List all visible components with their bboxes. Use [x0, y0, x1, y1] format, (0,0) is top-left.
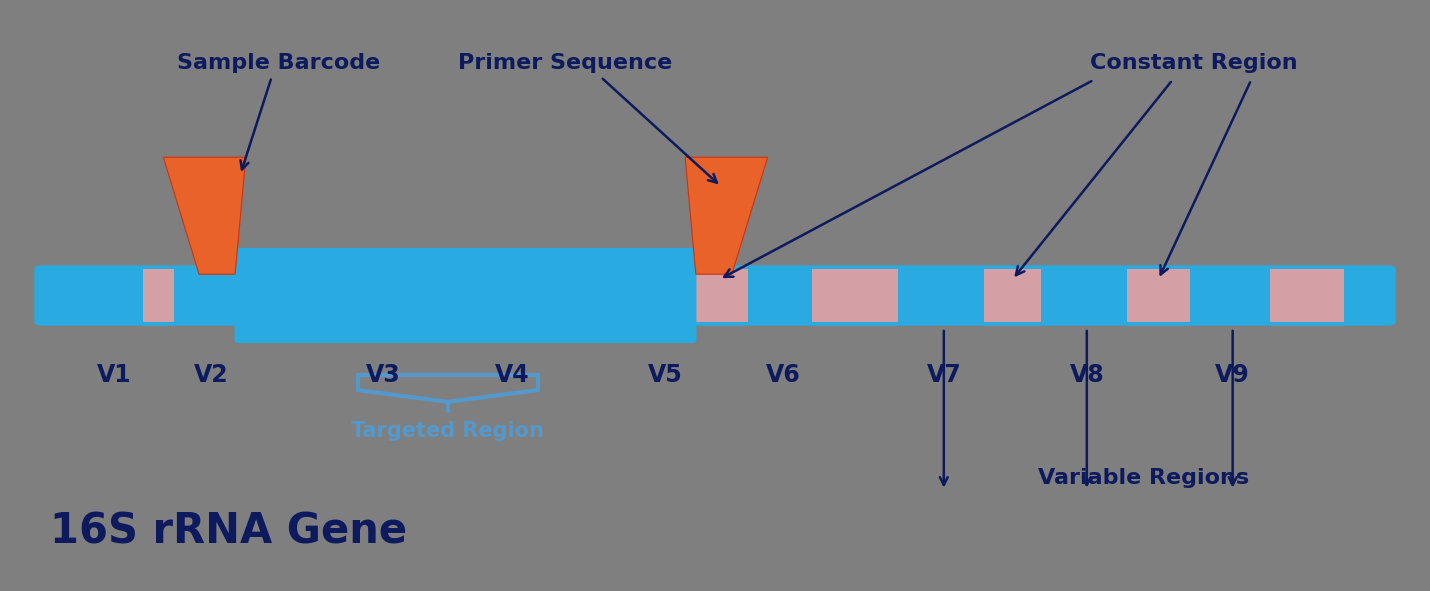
Text: Primer Sequence: Primer Sequence	[458, 53, 672, 73]
Bar	[812, 269, 898, 322]
Text: V6: V6	[766, 363, 801, 388]
Text: V5: V5	[648, 363, 682, 388]
Bar	[240, 269, 329, 322]
FancyBboxPatch shape	[34, 265, 1396, 326]
FancyBboxPatch shape	[235, 248, 696, 343]
Polygon shape	[685, 157, 768, 274]
Bar	[691, 269, 748, 322]
Text: V8: V8	[1070, 363, 1104, 388]
Polygon shape	[163, 157, 246, 274]
Text: V2: V2	[194, 363, 229, 388]
Text: 16S rRNA Gene: 16S rRNA Gene	[50, 511, 408, 553]
Text: Targeted Region: Targeted Region	[352, 421, 543, 441]
Text: V3: V3	[366, 363, 400, 388]
Bar	[541, 269, 622, 322]
Bar	[1270, 269, 1344, 322]
Bar	[143, 269, 174, 322]
Text: V4: V4	[495, 363, 529, 388]
Text: Constant Region: Constant Region	[1090, 53, 1298, 73]
Text: V7: V7	[927, 363, 961, 388]
Text: V1: V1	[97, 363, 132, 388]
Text: Sample Barcode: Sample Barcode	[177, 53, 380, 73]
Text: Variable Regions: Variable Regions	[1038, 467, 1250, 488]
Bar	[984, 269, 1041, 322]
Bar	[1127, 269, 1190, 322]
Bar	[418, 269, 475, 322]
Text: V9: V9	[1216, 363, 1250, 388]
